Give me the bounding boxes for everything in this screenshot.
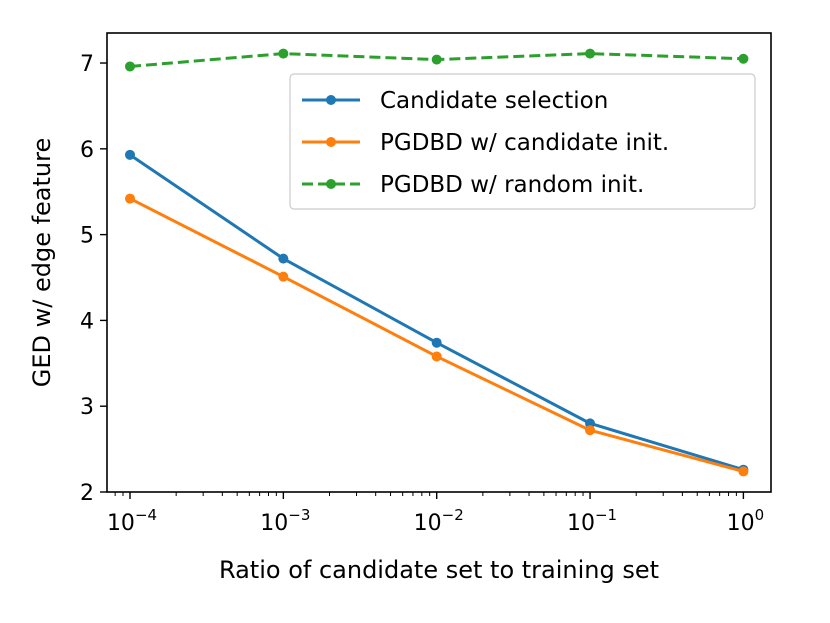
legend-label: PGDBD w/ candidate init.: [380, 130, 669, 156]
data-point: [585, 425, 596, 436]
y-tick-label: 5: [80, 224, 94, 249]
data-point: [431, 54, 442, 65]
legend-swatch-marker: [326, 95, 336, 105]
y-tick-label: 3: [80, 395, 94, 420]
data-point: [125, 149, 136, 160]
data-point: [585, 418, 596, 429]
data-point: [738, 466, 749, 477]
x-tick-label: 10−3: [260, 506, 310, 536]
y-tick-label: 6: [80, 138, 94, 163]
data-point: [585, 48, 596, 59]
x-axis-label: Ratio of candidate set to training set: [219, 556, 659, 584]
plot-frame: [106, 32, 772, 493]
data-point: [278, 271, 289, 282]
y-tick-label: 2: [80, 481, 94, 506]
data-point: [431, 351, 442, 362]
x-tick-label: 10−2: [414, 506, 464, 536]
data-point: [431, 337, 442, 348]
data-point: [278, 253, 289, 264]
legend: Candidate selection PGDBD w/ candidate in…: [289, 73, 756, 210]
data-point: [125, 193, 136, 204]
legend-swatch-marker: [326, 137, 336, 147]
data-point: [125, 61, 136, 72]
data-point: [738, 53, 749, 64]
y-tick-label: 7: [80, 52, 94, 77]
data-point: [278, 48, 289, 59]
legend-label: PGDBD w/ random init.: [380, 172, 644, 198]
x-tick-label: 10−1: [567, 506, 617, 536]
y-tick-label: 4: [80, 309, 94, 334]
y-axis-label: GED w/ edge feature: [28, 138, 56, 388]
legend-box: [289, 73, 756, 210]
legend-label: Candidate selection: [380, 88, 608, 114]
legend-swatch-marker: [326, 179, 336, 189]
x-tick-label: 100: [727, 506, 765, 536]
x-tick-label: 10−4: [107, 506, 157, 536]
